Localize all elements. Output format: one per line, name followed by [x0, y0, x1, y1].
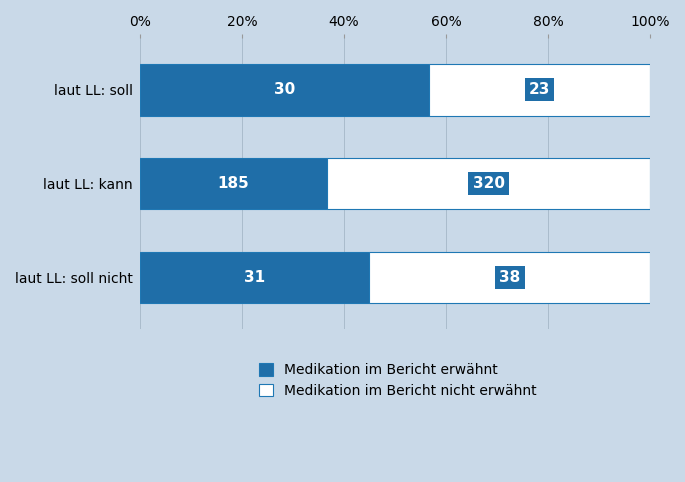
Bar — [140, 158, 327, 210]
Text: 23: 23 — [529, 82, 550, 97]
Bar — [369, 252, 650, 303]
Text: 38: 38 — [499, 270, 521, 285]
Bar — [429, 64, 650, 116]
Text: 185: 185 — [217, 176, 249, 191]
Text: 320: 320 — [473, 176, 505, 191]
Bar — [140, 64, 429, 116]
Text: 30: 30 — [273, 82, 295, 97]
Bar — [140, 252, 369, 303]
Legend: Medikation im Bericht erwähnt, Medikation im Bericht nicht erwähnt: Medikation im Bericht erwähnt, Medikatio… — [259, 363, 536, 398]
Text: 31: 31 — [244, 270, 265, 285]
Bar — [327, 158, 650, 210]
